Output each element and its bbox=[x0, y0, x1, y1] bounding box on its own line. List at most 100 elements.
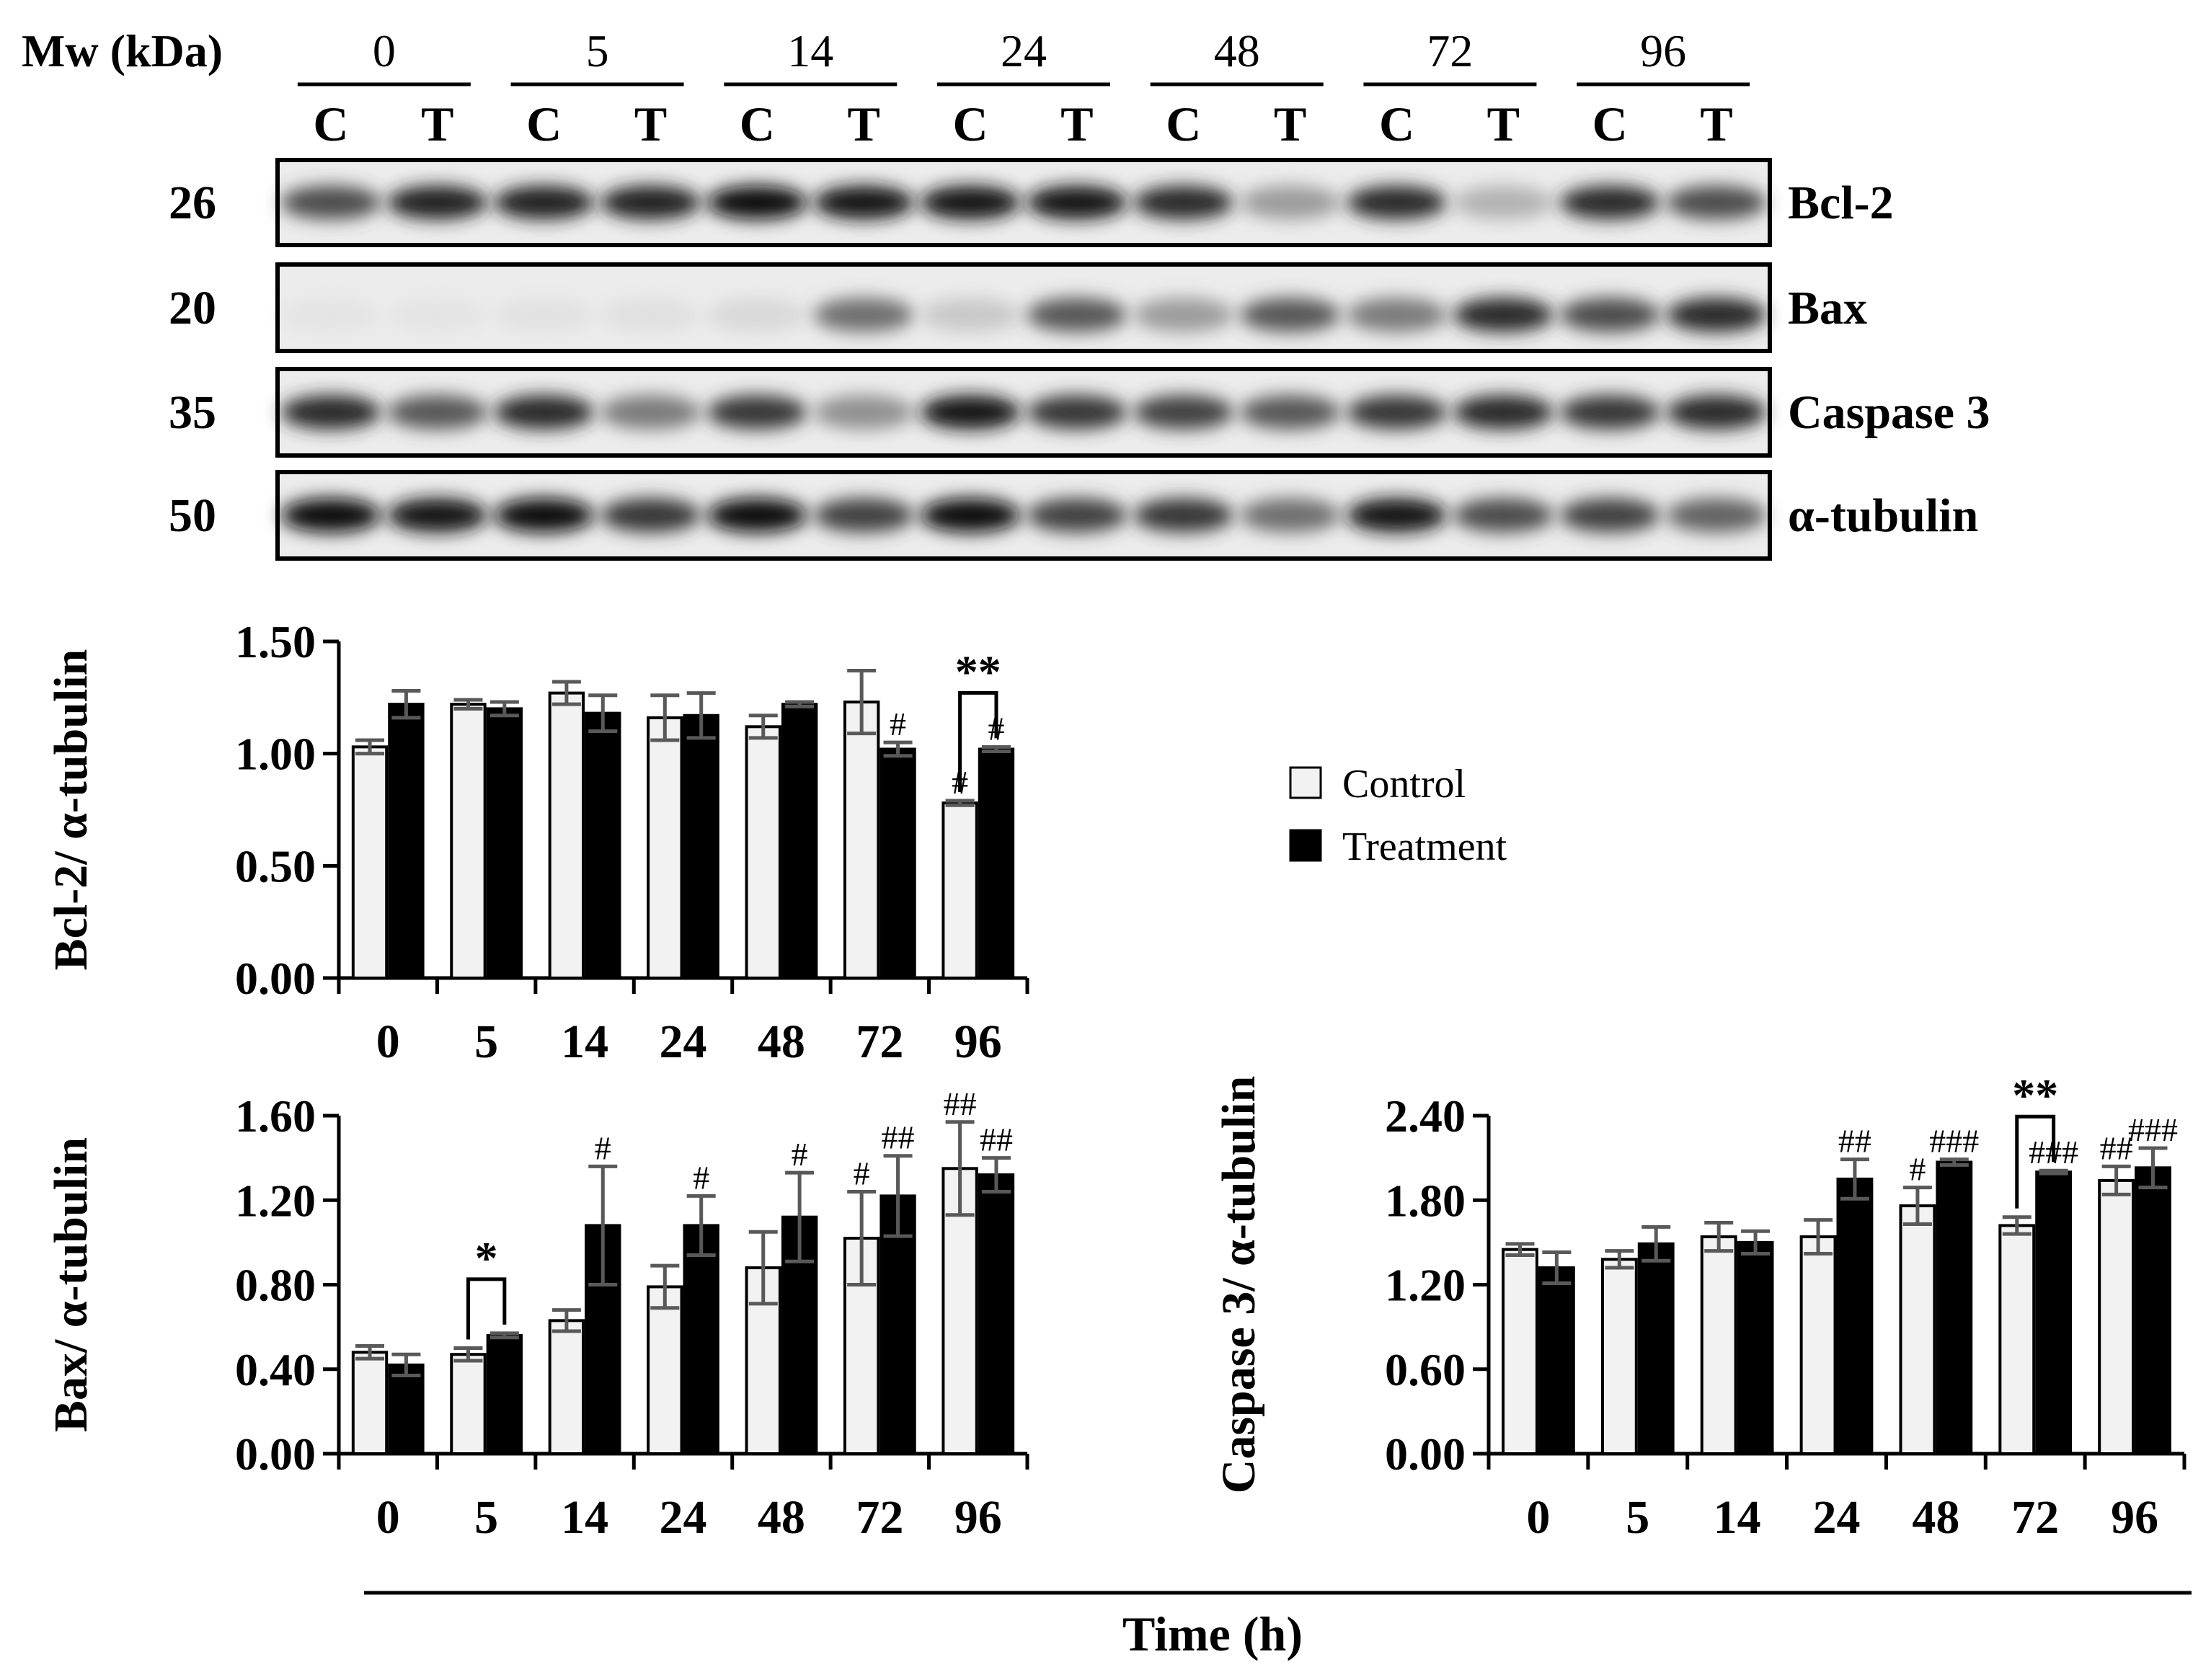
y-tick-label: 0.00 bbox=[1385, 1428, 1466, 1480]
bar-control bbox=[1799, 1235, 1837, 1456]
bar-control bbox=[450, 703, 487, 979]
significance-bracket bbox=[2015, 1114, 2056, 1209]
timepoint-label: 5 bbox=[586, 25, 609, 76]
blot-band bbox=[1027, 298, 1127, 332]
bar-control bbox=[843, 701, 880, 979]
bar-control bbox=[1600, 1258, 1638, 1455]
x-tick-label: 24 bbox=[1813, 1491, 1861, 1544]
band-group bbox=[280, 298, 1767, 332]
x-tick-label: 5 bbox=[474, 1015, 498, 1068]
bar-treatment bbox=[486, 1333, 523, 1455]
significance-mark: # bbox=[854, 1155, 870, 1192]
blot-panel-frame bbox=[275, 158, 1772, 247]
bar-control bbox=[1998, 1224, 2036, 1456]
blot-rows: 26 Bcl-2 20 Bax 35 Caspase 3 50 α-tubulin bbox=[169, 158, 1990, 561]
x-tick-label: 24 bbox=[660, 1491, 707, 1544]
blot-band bbox=[1240, 395, 1341, 430]
x-tick-label: 48 bbox=[758, 1491, 805, 1544]
x-tick-label: 48 bbox=[758, 1015, 805, 1068]
bar-treatment bbox=[978, 1173, 1015, 1455]
x-tick-label: 0 bbox=[376, 1015, 400, 1068]
y-tick-label: 2.40 bbox=[1385, 1090, 1466, 1142]
significance-mark: ## bbox=[882, 1119, 915, 1156]
blot-band bbox=[920, 185, 1021, 220]
lane-label: C bbox=[313, 97, 348, 151]
y-tick-label: 0.00 bbox=[235, 953, 316, 1004]
x-tick-label: 72 bbox=[856, 1491, 903, 1544]
timepoint-label: 24 bbox=[1001, 25, 1047, 76]
lane-label: T bbox=[1700, 97, 1732, 151]
lane-label: T bbox=[1487, 97, 1520, 151]
y-axis-label: Bcl-2/ α-tubulin bbox=[45, 649, 97, 971]
significance-bracket-label: * bbox=[475, 1232, 498, 1284]
legend-label-treatment: Treatment bbox=[1342, 825, 1507, 869]
band-group bbox=[280, 185, 1767, 220]
legend-swatch-treatment bbox=[1289, 829, 1322, 862]
protein-label: Bcl-2 bbox=[1788, 177, 1894, 229]
x-tick-label: 48 bbox=[1912, 1491, 1959, 1544]
mw-label: Mw (kDa) bbox=[22, 25, 223, 76]
blot-band bbox=[1240, 498, 1341, 533]
bar-chart-2: 0.00 0.40 0.80 1.20 1.60 0 5 14 24 48 72 96 Bax/ α-t… bbox=[45, 1085, 1029, 1544]
bar-treatment bbox=[486, 707, 523, 980]
blot-band bbox=[601, 185, 701, 220]
timepoint-label: 14 bbox=[787, 25, 833, 76]
significance-mark: ## bbox=[944, 1085, 977, 1122]
legend-label-control: Control bbox=[1342, 762, 1466, 806]
significance-mark: # bbox=[890, 706, 906, 742]
significance-bracket bbox=[958, 690, 998, 793]
bar-control bbox=[745, 725, 781, 979]
bar-treatment bbox=[388, 1363, 425, 1455]
lane-label: C bbox=[526, 97, 562, 151]
y-tick-label: 0.00 bbox=[235, 1428, 316, 1480]
bar-control bbox=[941, 801, 978, 980]
blot-band bbox=[1133, 498, 1234, 533]
blot-band bbox=[601, 395, 701, 430]
bar-control bbox=[2098, 1178, 2135, 1456]
blot-band bbox=[601, 498, 701, 533]
bar-control bbox=[351, 1351, 389, 1456]
blot-band bbox=[1347, 498, 1447, 533]
blot-band bbox=[387, 298, 488, 332]
blot-band bbox=[601, 298, 701, 332]
band-group bbox=[280, 395, 1767, 430]
legend-swatch-control bbox=[1289, 766, 1322, 799]
legend: Control Treatment bbox=[1289, 762, 1507, 869]
y-tick-label: 1.20 bbox=[235, 1175, 316, 1226]
mw-value: 35 bbox=[169, 386, 216, 439]
blot-band bbox=[1347, 185, 1447, 220]
blot-band bbox=[1133, 185, 1234, 220]
blot-band bbox=[1240, 298, 1341, 332]
blot-band bbox=[387, 498, 488, 533]
bar-treatment bbox=[683, 714, 719, 979]
x-tick-label: 0 bbox=[1526, 1491, 1550, 1544]
timepoint-label: 96 bbox=[1640, 25, 1686, 76]
blot-band bbox=[1347, 298, 1447, 332]
x-tick-label: 5 bbox=[1626, 1491, 1649, 1544]
significance-mark: ### bbox=[1929, 1123, 1979, 1160]
bar-treatment bbox=[585, 711, 621, 979]
blot-band bbox=[1240, 185, 1341, 220]
blot-band bbox=[706, 185, 807, 220]
bar-control bbox=[548, 1319, 585, 1456]
lane-label: C bbox=[1166, 97, 1201, 151]
y-tick-label: 0.60 bbox=[1385, 1344, 1466, 1395]
blot-panel-frame bbox=[275, 470, 1772, 561]
protein-label: Bax bbox=[1788, 282, 1867, 334]
charts: 0.00 0.50 1.00 1.50 0 5 14 24 48 72 96 Bcl-2/ α-tub… bbox=[45, 616, 2186, 1544]
bar-treatment bbox=[2035, 1170, 2073, 1455]
blot-band bbox=[1027, 395, 1127, 430]
mw-value: 26 bbox=[169, 177, 216, 229]
blot-band bbox=[1133, 298, 1234, 332]
blot-band bbox=[813, 298, 914, 332]
lane-label: T bbox=[1274, 97, 1306, 151]
blot-panel-frame bbox=[275, 262, 1772, 353]
bar-treatment bbox=[879, 747, 916, 979]
blot-band bbox=[920, 395, 1021, 430]
bar-treatment bbox=[1737, 1240, 1774, 1455]
significance-mark: ## bbox=[1838, 1123, 1871, 1160]
blot-band bbox=[1559, 498, 1660, 533]
y-tick-label: 1.00 bbox=[235, 729, 316, 780]
protein-label: Caspase 3 bbox=[1788, 386, 1990, 439]
significance-bracket-label: ** bbox=[2012, 1070, 2058, 1121]
